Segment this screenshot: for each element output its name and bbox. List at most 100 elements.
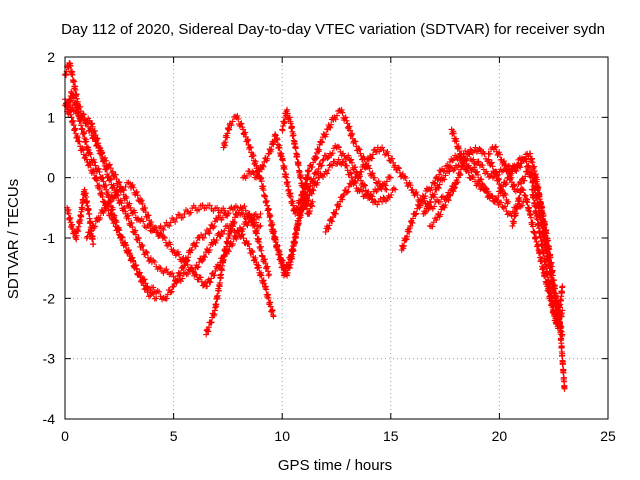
data-point xyxy=(540,250,547,257)
data-point xyxy=(380,194,387,201)
data-point xyxy=(166,222,173,229)
data-point xyxy=(291,239,298,246)
data-point xyxy=(431,203,438,210)
data-point xyxy=(362,182,369,189)
data-point xyxy=(320,156,327,163)
data-point xyxy=(512,210,519,217)
data-point xyxy=(250,169,257,176)
data-point xyxy=(487,160,494,167)
series-track-8 xyxy=(220,112,312,279)
data-point xyxy=(473,148,480,155)
data-point xyxy=(183,258,190,265)
data-point xyxy=(333,206,340,213)
data-point xyxy=(536,193,543,200)
data-point xyxy=(179,275,186,282)
data-point xyxy=(417,202,424,209)
data-point xyxy=(283,174,290,181)
data-point xyxy=(157,230,164,237)
data-point xyxy=(135,216,142,223)
data-point xyxy=(520,187,527,194)
data-point xyxy=(395,164,402,171)
data-point xyxy=(310,175,317,182)
data-point xyxy=(122,242,129,249)
data-point xyxy=(362,164,369,171)
data-point xyxy=(295,220,302,227)
data-point xyxy=(228,122,235,129)
data-point xyxy=(513,162,520,169)
data-point xyxy=(475,158,482,165)
data-point xyxy=(240,235,247,242)
data-point xyxy=(92,162,99,169)
data-point xyxy=(329,214,336,221)
data-point xyxy=(204,283,211,290)
data-point xyxy=(471,164,478,171)
data-point xyxy=(69,71,76,78)
data-point xyxy=(103,166,110,173)
series-track-9 xyxy=(240,106,390,217)
data-point xyxy=(138,197,145,204)
data-point xyxy=(79,205,86,212)
data-point xyxy=(107,165,114,172)
data-point xyxy=(486,150,493,157)
data-point xyxy=(156,264,163,271)
data-point xyxy=(539,210,546,217)
data-point xyxy=(529,186,536,193)
data-point xyxy=(254,230,261,237)
data-point xyxy=(447,192,454,199)
data-point xyxy=(384,148,391,155)
data-point xyxy=(206,246,213,253)
data-point xyxy=(437,211,444,218)
data-point xyxy=(292,145,299,152)
data-point xyxy=(90,170,97,177)
data-point xyxy=(87,230,94,237)
data-point xyxy=(336,203,343,210)
data-point xyxy=(380,147,387,154)
data-point xyxy=(174,277,181,284)
data-point xyxy=(332,116,339,123)
data-point xyxy=(89,236,96,243)
data-point xyxy=(305,197,312,204)
data-point xyxy=(214,292,221,299)
data-point xyxy=(363,191,370,198)
data-point xyxy=(329,150,336,157)
data-point xyxy=(105,198,112,205)
data-point xyxy=(385,152,392,159)
y-tick-label: -1 xyxy=(43,230,56,246)
data-point xyxy=(179,214,186,221)
data-point xyxy=(213,301,220,308)
series-track-7 xyxy=(203,203,273,338)
data-point xyxy=(227,205,234,212)
data-point xyxy=(514,203,521,210)
data-point xyxy=(492,144,499,151)
axis-ticks: 0 5 10 15 20 25 -4 -3 -2 -1 0 1 2 xyxy=(43,49,616,444)
data-point xyxy=(259,162,266,169)
data-point xyxy=(124,212,131,219)
data-point xyxy=(516,194,523,201)
series-track-5 xyxy=(64,186,97,248)
data-point xyxy=(148,289,155,296)
data-point xyxy=(221,207,228,214)
data-point xyxy=(320,173,327,180)
data-point xyxy=(234,112,241,119)
data-point xyxy=(505,198,512,205)
data-point xyxy=(156,288,163,295)
data-point xyxy=(258,178,265,185)
data-point xyxy=(329,162,336,169)
data-point xyxy=(464,165,471,172)
data-point xyxy=(383,186,390,193)
data-point xyxy=(72,86,79,93)
data-point xyxy=(135,271,142,278)
data-point xyxy=(294,153,301,160)
data-point xyxy=(126,200,133,207)
data-point xyxy=(211,223,218,230)
data-point xyxy=(345,152,352,159)
data-point xyxy=(369,151,376,158)
data-point xyxy=(159,296,166,303)
data-point xyxy=(192,271,199,278)
data-point xyxy=(500,204,507,211)
data-point xyxy=(255,214,262,221)
data-point xyxy=(559,283,566,290)
data-point xyxy=(280,264,287,271)
data-point xyxy=(104,203,111,210)
